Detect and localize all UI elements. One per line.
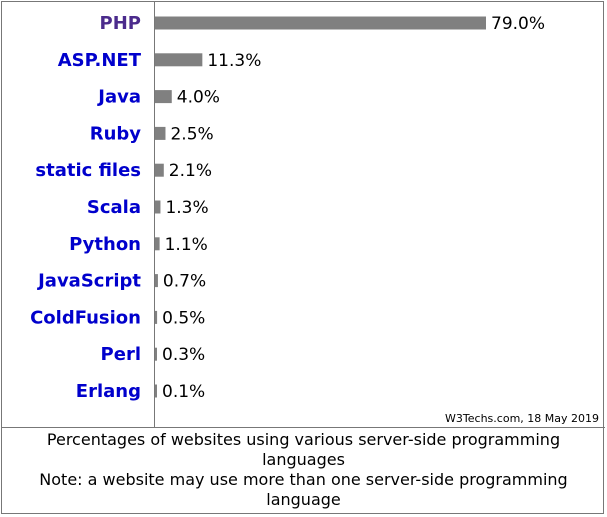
bar: [155, 163, 164, 177]
category-label[interactable]: ColdFusion: [30, 307, 141, 328]
category-label[interactable]: Perl: [101, 344, 141, 365]
bar: [155, 200, 161, 214]
value-label: 4.0%: [177, 88, 220, 108]
category-label[interactable]: JavaScript: [36, 271, 141, 292]
caption-line-2: Note: a website may use more than one se…: [39, 470, 568, 509]
value-label: 0.3%: [162, 345, 205, 365]
caption-divider: [2, 427, 605, 428]
category-label[interactable]: Java: [96, 87, 141, 108]
value-label: 0.7%: [163, 272, 206, 292]
bar: [155, 53, 203, 67]
value-label: 0.1%: [162, 382, 205, 402]
bar: [155, 384, 157, 398]
bar: [155, 274, 158, 288]
value-label: 1.1%: [165, 235, 208, 255]
caption-line-1: Percentages of websites using various se…: [46, 430, 561, 469]
value-label: 2.1%: [169, 161, 212, 181]
chart-area: PHP 79.0% ASP.NET 11.3% Java 4.0% Ruby 2.5% stat…: [2, 2, 605, 428]
bar: [155, 237, 160, 251]
category-label[interactable]: Erlang: [76, 381, 141, 402]
category-label[interactable]: ASP.NET: [58, 50, 142, 71]
bar: [155, 16, 486, 30]
bar: [155, 347, 157, 361]
category-label[interactable]: PHP: [100, 13, 141, 34]
credit-text: W3Techs.com, 18 May 2019: [445, 412, 599, 425]
category-label[interactable]: Ruby: [90, 123, 142, 144]
bar-chart: PHP 79.0% ASP.NET 11.3% Java 4.0% Ruby 2.5% stat…: [30, 13, 545, 402]
category-label[interactable]: static files: [35, 160, 141, 181]
value-label: 2.5%: [170, 124, 213, 144]
axis-divider: [154, 2, 155, 427]
bar: [155, 310, 158, 324]
value-label: 11.3%: [207, 51, 261, 71]
value-label: 79.0%: [491, 14, 545, 34]
chart-caption: Percentages of websites using various se…: [2, 430, 605, 510]
category-label[interactable]: Scala: [87, 197, 141, 218]
value-label: 1.3%: [165, 198, 208, 218]
value-label: 0.5%: [162, 308, 205, 328]
bar: [155, 126, 166, 140]
bar: [155, 90, 172, 104]
category-label[interactable]: Python: [69, 234, 141, 255]
